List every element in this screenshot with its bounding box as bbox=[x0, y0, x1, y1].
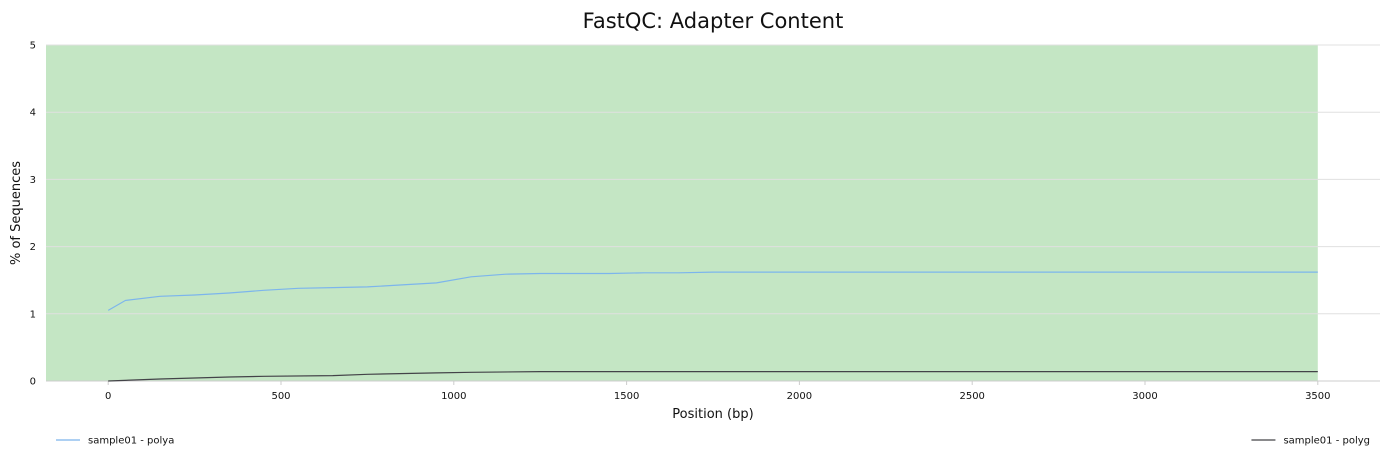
x-tick-label: 2000 bbox=[787, 391, 812, 402]
pass-zone-band bbox=[46, 45, 1318, 381]
y-axis-label: % of Sequences bbox=[9, 161, 24, 265]
series-line-2 bbox=[108, 371, 1318, 382]
x-tick-label: 0 bbox=[105, 391, 111, 402]
x-tick-label: 1500 bbox=[614, 391, 639, 402]
x-tick-label: 3000 bbox=[1132, 391, 1157, 402]
legend-item-1[interactable]: sample01 - polya bbox=[56, 436, 174, 447]
legend-item-2[interactable]: sample01 - polyg bbox=[1251, 436, 1370, 447]
y-tick-label: 2 bbox=[30, 242, 36, 253]
x-tick-label: 3500 bbox=[1305, 391, 1330, 402]
series-line-1 bbox=[107, 271, 1318, 311]
y-tick-label: 1 bbox=[30, 309, 36, 320]
y-tick-label: 0 bbox=[30, 377, 36, 388]
plot-area bbox=[46, 44, 1380, 385]
legend-label: sample01 - polya bbox=[88, 436, 174, 447]
legend-label: sample01 - polyg bbox=[1283, 436, 1370, 447]
chart-title: FastQC: Adapter Content bbox=[583, 9, 844, 33]
y-tick-label: 3 bbox=[30, 175, 36, 186]
x-axis-label: Position (bp) bbox=[672, 407, 753, 422]
x-tick-label: 2500 bbox=[959, 391, 984, 402]
x-tick-label: 500 bbox=[271, 391, 290, 402]
y-tick-label: 5 bbox=[30, 41, 36, 52]
y-tick-label: 4 bbox=[30, 108, 36, 119]
x-tick-label: 1000 bbox=[441, 391, 466, 402]
